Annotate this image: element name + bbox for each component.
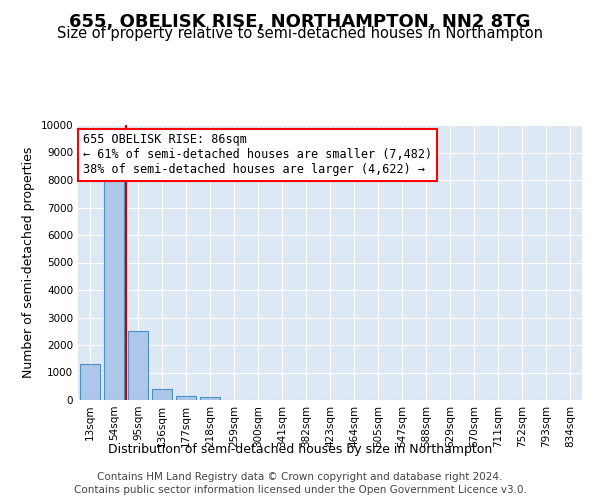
Bar	[176, 396, 196, 400]
Text: Contains public sector information licensed under the Open Government Licence v3: Contains public sector information licen…	[74, 485, 526, 495]
Bar	[104, 180, 124, 400]
Bar	[128, 331, 148, 400]
Text: Distribution of semi-detached houses by size in Northampton: Distribution of semi-detached houses by …	[108, 442, 492, 456]
Text: Contains HM Land Registry data © Crown copyright and database right 2024.: Contains HM Land Registry data © Crown c…	[97, 472, 503, 482]
Text: 655, OBELISK RISE, NORTHAMPTON, NN2 8TG: 655, OBELISK RISE, NORTHAMPTON, NN2 8TG	[69, 12, 531, 30]
Bar	[152, 389, 172, 400]
Text: 655 OBELISK RISE: 86sqm
← 61% of semi-detached houses are smaller (7,482)
38% of: 655 OBELISK RISE: 86sqm ← 61% of semi-de…	[83, 133, 432, 176]
Text: Size of property relative to semi-detached houses in Northampton: Size of property relative to semi-detach…	[57, 26, 543, 41]
Y-axis label: Number of semi-detached properties: Number of semi-detached properties	[22, 147, 35, 378]
Bar	[80, 364, 100, 400]
Bar	[200, 397, 220, 400]
